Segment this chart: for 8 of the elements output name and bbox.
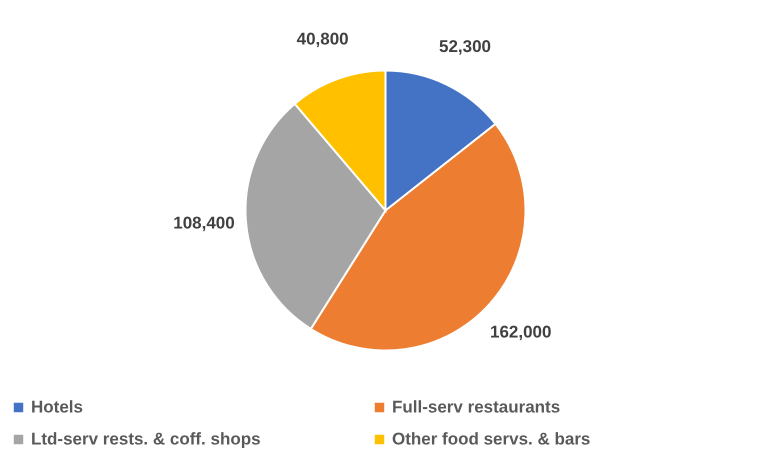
legend-label: Ltd-serv rests. & coff. shops [31, 430, 261, 448]
legend-label: Full-serv restaurants [392, 398, 560, 417]
legend-label: Hotels [31, 398, 83, 417]
data-label: 52,300 [438, 36, 491, 56]
legend-label: Other food servs. & bars [392, 430, 590, 448]
data-label: 162,000 [490, 322, 552, 342]
data-label: 40,800 [296, 30, 349, 49]
data-label: 108,400 [173, 213, 235, 232]
